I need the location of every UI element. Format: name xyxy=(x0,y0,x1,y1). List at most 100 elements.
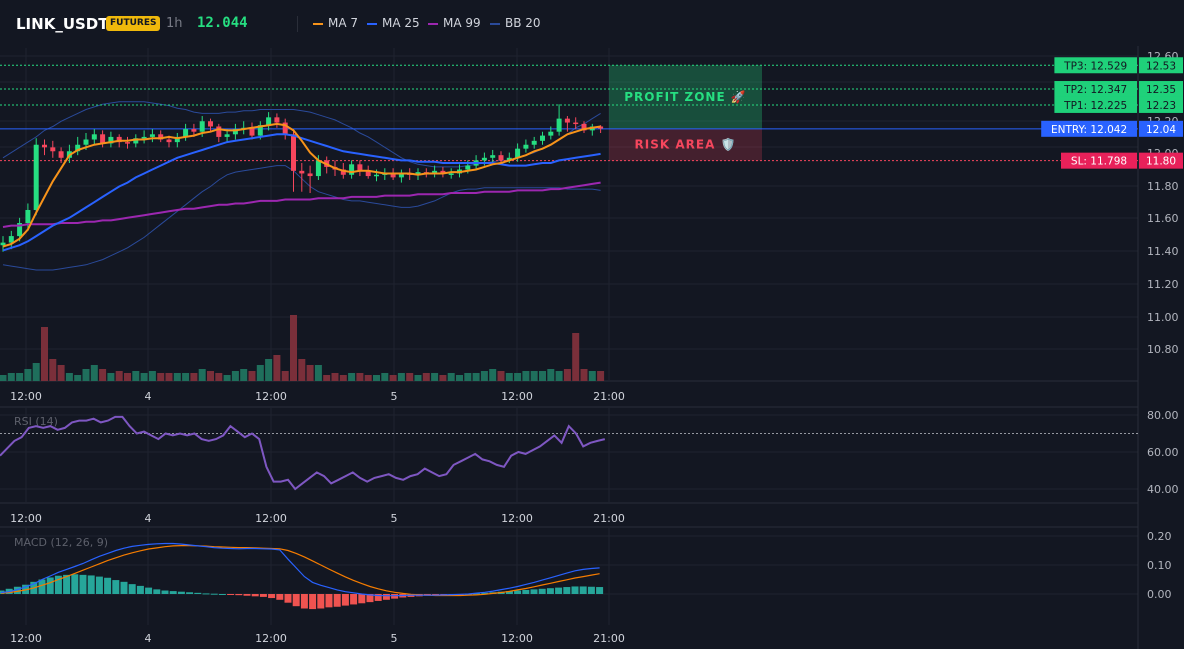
price-tick-label: 11.40 xyxy=(1147,245,1179,258)
axis-tag-label-sl: 11.80 xyxy=(1146,156,1176,168)
rsi-title: RSI (14) xyxy=(14,415,58,428)
candle-body xyxy=(390,173,396,178)
volume-bar xyxy=(256,365,264,381)
volume-bar xyxy=(431,373,439,381)
macd-histogram-bar xyxy=(38,579,46,594)
candle-body xyxy=(50,147,56,152)
volume-bar xyxy=(505,373,513,381)
macd-histogram-bar xyxy=(153,589,161,594)
time-tick-main: 12:00 xyxy=(10,390,42,403)
price-tick-label: 11.60 xyxy=(1147,212,1179,225)
volume-bar xyxy=(397,373,405,381)
interval-label[interactable]: 1h xyxy=(166,16,183,31)
legend-ma99-swatch xyxy=(428,22,438,25)
volume-bar xyxy=(7,373,15,381)
volume-bar xyxy=(439,375,447,381)
legend-ma7-label: MA 7 xyxy=(328,16,359,30)
legend-ma25[interactable]: MA 25 xyxy=(367,16,420,30)
candle-body xyxy=(8,236,14,243)
volume-bar xyxy=(240,369,248,381)
axis-tag-tp1 xyxy=(1139,96,1183,113)
legend-bb20-label: BB 20 xyxy=(505,16,541,30)
legend-ma7[interactable]: MA 7 xyxy=(313,16,358,30)
candle-body xyxy=(573,122,579,125)
volume-bar xyxy=(41,327,48,381)
volume-bar xyxy=(281,371,289,381)
candle-body xyxy=(598,126,604,129)
price-tick-label: 11.20 xyxy=(1147,278,1179,291)
zone-label-0: PROFIT ZONE 🚀 xyxy=(624,90,747,104)
candle-body xyxy=(100,134,106,144)
candle-body xyxy=(91,134,97,140)
volume-bar xyxy=(497,371,505,381)
macd-histogram-bar xyxy=(571,586,579,594)
candle-body xyxy=(515,148,521,158)
candle-body xyxy=(490,155,496,158)
macd-histogram-bar xyxy=(292,594,300,607)
volume-bar xyxy=(16,373,24,381)
volume-bar xyxy=(157,373,165,381)
candle-body xyxy=(125,142,130,144)
volume-bar xyxy=(389,375,397,381)
candle-body xyxy=(83,139,89,145)
volume-bar xyxy=(563,369,571,381)
candle-body xyxy=(274,117,280,123)
volume-bar xyxy=(215,373,223,381)
legend-bb20[interactable]: BB 20 xyxy=(490,16,541,30)
candle-body xyxy=(523,144,529,149)
macd-histogram-bar xyxy=(432,594,440,596)
candle-body xyxy=(440,170,446,174)
volume-bar xyxy=(464,373,472,381)
macd-histogram-bar xyxy=(309,594,317,610)
macd-histogram-bar xyxy=(54,575,62,594)
candle-body xyxy=(266,117,272,126)
candle-body xyxy=(191,129,197,132)
macd-histogram-bar xyxy=(579,586,587,594)
volume-bar xyxy=(24,369,32,381)
axis-tag-label-entry: 12.04 xyxy=(1146,124,1176,136)
level-tag-entry xyxy=(1041,120,1137,137)
volume-bar xyxy=(57,365,65,381)
legend-ma99[interactable]: MA 99 xyxy=(428,16,481,30)
macd-histogram-bar xyxy=(596,587,604,594)
symbol-name[interactable]: LINK_USDT xyxy=(16,15,109,33)
axis-tag-label-tp3: 12.53 xyxy=(1146,60,1176,72)
candle-body xyxy=(291,134,296,171)
candle-body xyxy=(481,157,487,161)
level-tag-sl xyxy=(1061,152,1137,169)
time-tick-main: 12:00 xyxy=(255,390,287,403)
time-tick-macd: 12:00 xyxy=(501,632,533,645)
volume-bar xyxy=(273,355,281,381)
legend-ma7-swatch xyxy=(313,22,323,25)
time-tick-main: 12:00 xyxy=(501,390,533,403)
candle-body xyxy=(224,134,230,137)
volume-bar xyxy=(223,375,231,381)
macd-histogram-bar xyxy=(71,574,79,594)
volume-bar xyxy=(456,375,463,381)
macd-histogram-bar xyxy=(120,581,128,594)
price-tick-label: 11.00 xyxy=(1147,311,1179,324)
candle-body xyxy=(208,121,213,127)
candle-body xyxy=(257,125,263,136)
macd-histogram-bar xyxy=(235,594,243,596)
time-tick-rsi: 12:00 xyxy=(501,512,533,525)
macd-histogram-bar xyxy=(112,580,120,594)
last-price: 12.044 xyxy=(197,15,248,31)
macd-histogram-bar xyxy=(473,593,481,595)
macd-histogram-bar xyxy=(505,591,513,594)
volume-bar xyxy=(356,373,364,381)
volume-bar xyxy=(588,371,596,381)
time-tick-rsi: 12:00 xyxy=(255,512,287,525)
price-tick-label: 10.80 xyxy=(1147,343,1179,356)
level-tag-tp3 xyxy=(1054,57,1137,74)
macd-histogram-bar xyxy=(587,586,595,594)
volume-bar xyxy=(447,373,455,381)
candle-body xyxy=(42,144,47,148)
macd-histogram-bar xyxy=(276,594,284,600)
macd-tick-label: 0.00 xyxy=(1147,588,1172,601)
macd-histogram-bar xyxy=(169,591,177,594)
chart-header: LINK_USDT FUTURES 1h 12.044 MA 7 MA 25 M… xyxy=(0,0,1184,46)
volume-bar xyxy=(207,371,214,381)
volume-bar xyxy=(132,371,140,381)
